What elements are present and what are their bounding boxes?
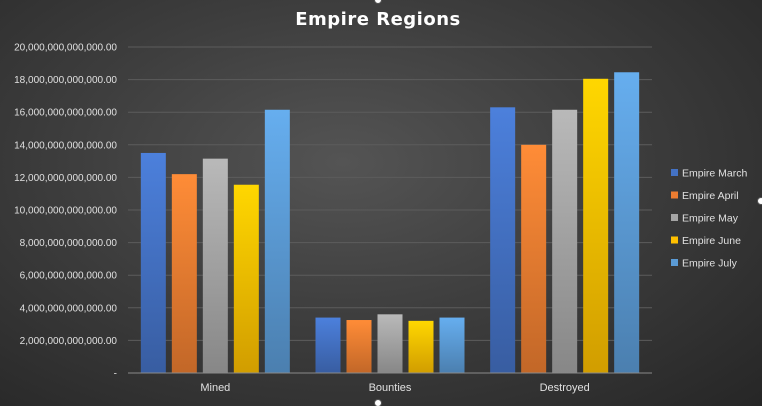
y-tick-label: 12,000,000,000,000.00 [14, 173, 117, 184]
y-tick-label: 16,000,000,000,000.00 [14, 108, 117, 119]
bar [346, 320, 372, 373]
legend: Empire March Empire April Empire May Empire… [671, 168, 748, 270]
legend-swatch [671, 259, 678, 266]
bar [490, 107, 516, 373]
resize-handle-right[interactable] [757, 197, 762, 205]
legend-swatch [671, 214, 678, 221]
resize-handle-top[interactable] [374, 0, 382, 4]
y-tick-label: 10,000,000,000,000.00 [14, 206, 117, 217]
resize-handle-bottom[interactable] [374, 399, 382, 406]
legend-label: Empire March [682, 168, 748, 180]
y-tick-label: 18,000,000,000,000.00 [14, 75, 117, 86]
legend-label: Empire June [682, 235, 741, 247]
bar [264, 109, 290, 373]
legend-label: Empire April [682, 190, 739, 202]
bar [315, 317, 341, 373]
bar [408, 320, 434, 373]
x-category-label: Destroyed [540, 382, 590, 394]
bar [377, 314, 403, 373]
bar [140, 152, 166, 373]
bar [521, 144, 547, 373]
x-axis-categories: Mined Bounties Destroyed [200, 382, 589, 394]
y-tick-label: 4,000,000,000,000.00 [20, 303, 118, 314]
bar [614, 72, 640, 373]
bar [233, 184, 259, 373]
legend-swatch [671, 169, 678, 176]
bar [552, 109, 578, 373]
y-tick-label: 6,000,000,000,000.00 [20, 271, 118, 282]
bar [439, 317, 465, 373]
legend-label: Empire July [682, 258, 738, 270]
bars [140, 72, 640, 373]
y-tick-label: 14,000,000,000,000.00 [14, 140, 117, 151]
y-axis-ticks: - 2,000,000,000,000.00 4,000,000,000,000.0… [14, 43, 117, 380]
y-tick-label: 8,000,000,000,000.00 [20, 238, 118, 249]
legend-swatch [671, 191, 678, 199]
y-tick-label: - [114, 369, 117, 380]
selection-handles[interactable] [374, 0, 762, 406]
x-category-label: Mined [200, 382, 230, 394]
bar [202, 158, 228, 373]
y-tick-label: 20,000,000,000,000.00 [14, 43, 117, 54]
chart-title: Empire Regions [295, 9, 460, 30]
legend-swatch [671, 236, 678, 244]
bar [171, 174, 197, 373]
x-category-label: Bounties [369, 382, 412, 394]
bar [583, 78, 609, 373]
legend-label: Empire May [682, 213, 739, 225]
y-tick-label: 2,000,000,000,000.00 [20, 336, 118, 347]
